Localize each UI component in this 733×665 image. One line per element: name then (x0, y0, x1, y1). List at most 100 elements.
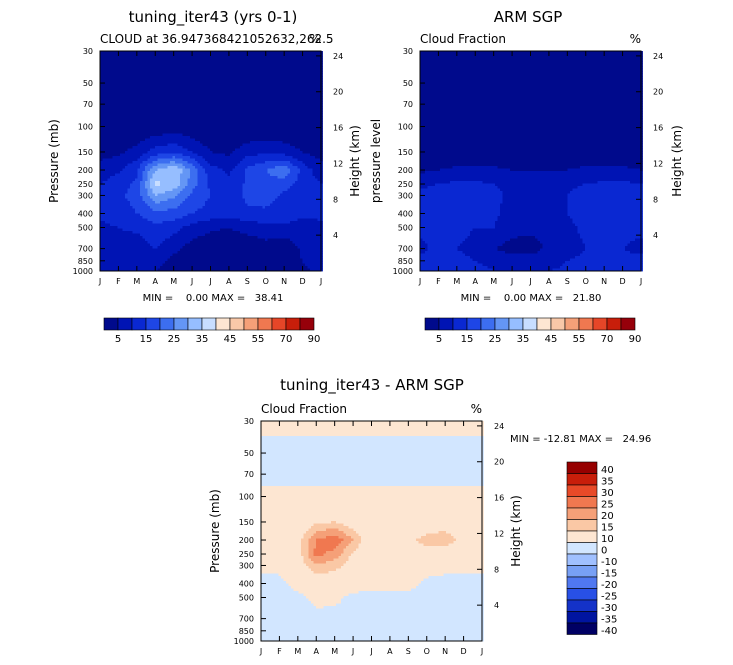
heatmap-cell (250, 56, 253, 59)
heatmap-cell (155, 88, 158, 92)
heatmap-cell (305, 121, 308, 124)
heatmap-cell (140, 183, 143, 187)
heatmap-cell (215, 158, 218, 162)
heatmap-cell (145, 96, 148, 99)
heatmap-cell (310, 176, 313, 179)
heatmap-cell (142, 73, 146, 77)
heatmap-cell (205, 138, 208, 142)
heatmap-cell (302, 103, 306, 107)
heatmap-cell (172, 113, 176, 117)
heatmap-cell (257, 78, 261, 82)
heatmap-cell (240, 61, 243, 64)
heatmap-cell (187, 148, 191, 152)
heatmap-cell (245, 153, 248, 157)
heatmap-cell (135, 136, 138, 139)
heatmap-cell (232, 156, 236, 159)
heatmap-cell (260, 88, 263, 92)
heatmap-cell (102, 126, 106, 129)
heatmap-cell (287, 71, 291, 74)
heatmap-cell (237, 68, 241, 72)
heatmap-cell (212, 131, 216, 134)
heatmap-cell (150, 181, 153, 184)
heatmap-cell (107, 153, 111, 157)
heatmap-cell (267, 76, 271, 79)
heatmap-cell (257, 63, 261, 67)
heatmap-cell (152, 128, 156, 132)
heatmap-cell (190, 171, 193, 174)
heatmap-cell (122, 73, 126, 77)
heatmap-cell (142, 116, 146, 119)
heatmap-cell (102, 143, 106, 147)
heatmap-cell (205, 103, 208, 107)
heatmap-cell (245, 173, 248, 177)
heatmap-cell (267, 66, 271, 69)
heatmap-cell (272, 81, 276, 84)
heatmap-cell (100, 176, 103, 179)
heatmap-cell (230, 166, 233, 169)
heatmap-cell (292, 91, 296, 94)
heatmap-cell (282, 106, 286, 109)
heatmap-cell (145, 86, 148, 89)
heatmap-cell (277, 86, 281, 89)
heatmap-cell (257, 153, 261, 157)
heatmap-cell (307, 188, 311, 192)
heatmap-cell (200, 123, 203, 127)
heatmap-cell (205, 101, 208, 104)
heatmap-cell (215, 153, 218, 157)
heatmap-cell (282, 178, 286, 182)
heatmap-cell (122, 63, 126, 67)
heatmap-cell (317, 66, 321, 69)
heatmap-cell (182, 123, 186, 127)
heatmap-cell (230, 186, 233, 189)
heatmap-cell (165, 78, 168, 82)
heatmap-cell (162, 88, 166, 92)
heatmap-cell (190, 101, 193, 104)
heatmap-cell (290, 98, 293, 102)
heatmap-cell (135, 161, 138, 164)
heatmap-cell (255, 128, 258, 132)
heatmap-cell (245, 121, 248, 124)
heatmap-cell (210, 158, 213, 162)
heatmap-cell (255, 163, 258, 167)
heatmap-cell (235, 173, 238, 177)
heatmap-cell (317, 176, 321, 179)
heatmap-cell (247, 76, 251, 79)
heatmap-cell (235, 88, 238, 92)
heatmap-cell (222, 83, 226, 87)
heatmap-cell (225, 56, 228, 59)
heatmap-cell (150, 68, 153, 72)
heatmap-cell (300, 98, 303, 102)
heatmap-cell (202, 81, 206, 84)
heatmap-cell (297, 78, 301, 82)
heatmap-cell (282, 158, 286, 162)
heatmap-cell (145, 53, 148, 57)
heatmap-cell (150, 81, 153, 84)
heatmap-cell (185, 78, 188, 82)
heatmap-cell (315, 168, 318, 172)
heatmap-cell (270, 118, 273, 122)
heatmap-cell (280, 138, 283, 142)
heatmap-cell (165, 81, 168, 84)
heatmap-cell (165, 103, 168, 107)
heatmap-cell (305, 111, 308, 114)
heatmap-cell (195, 116, 198, 119)
heatmap-cell (277, 171, 281, 174)
heatmap-cell (122, 61, 126, 64)
heatmap-cell (310, 103, 313, 107)
heatmap-cell (247, 178, 251, 182)
heatmap-cell (147, 53, 151, 57)
heatmap-cell (222, 133, 226, 137)
heatmap-cell (305, 56, 308, 59)
heatmap-cell (117, 71, 121, 74)
heatmap-cell (282, 176, 286, 179)
heatmap-cell (232, 106, 236, 109)
heatmap-cell (100, 96, 103, 99)
heatmap-cell (217, 141, 221, 144)
heatmap-cell (130, 111, 133, 114)
heatmap-cell (310, 73, 313, 77)
heatmap-cell (240, 68, 243, 72)
heatmap-cell (192, 51, 196, 54)
heatmap-cell (237, 131, 241, 134)
heatmap-cell (280, 113, 283, 117)
heatmap-cell (245, 53, 248, 57)
